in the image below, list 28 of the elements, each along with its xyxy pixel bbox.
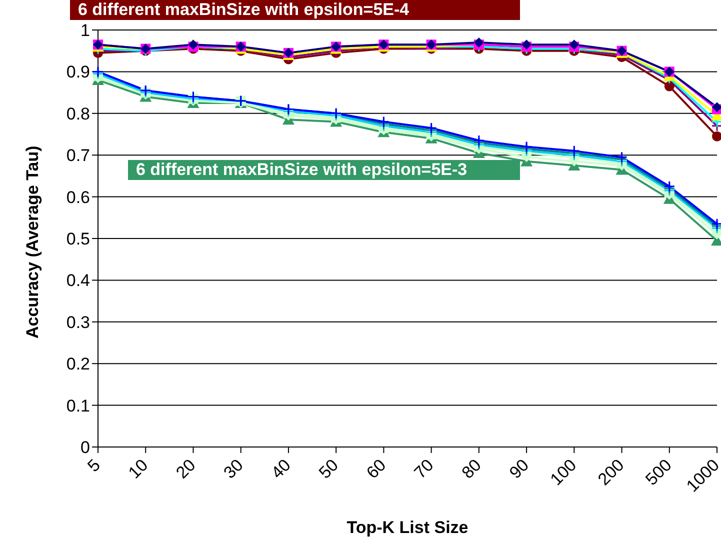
- y-tick-label: 0.7: [66, 146, 90, 166]
- x-tick-label: 50: [315, 456, 342, 482]
- y-tick-label: 0.5: [66, 230, 90, 249]
- x-tick-label: 100: [546, 456, 580, 490]
- y-tick-label: 0: [80, 438, 90, 458]
- x-tick-label: 500: [642, 456, 676, 490]
- y-axis-title: Accuracy (Average Tau): [23, 146, 42, 338]
- y-tick-label: 1: [80, 21, 90, 40]
- y-tick-label: 0.2: [66, 354, 90, 374]
- y-tick-label: 0.3: [66, 312, 90, 332]
- x-tick-label: 40: [268, 456, 294, 482]
- annotation: 6 different maxBinSize with epsilon=5E-3: [136, 160, 468, 180]
- x-tick-label: 200: [594, 456, 628, 490]
- y-tick-label: 0.4: [66, 271, 90, 290]
- x-tick-label: 80: [458, 456, 485, 482]
- x-tick-label: 60: [362, 456, 390, 482]
- x-axis-title: Top-K List Size: [346, 518, 468, 537]
- y-tick-label: 0.9: [66, 62, 90, 82]
- x-tick-label: 90: [506, 456, 533, 482]
- x-tick-label: 30: [220, 456, 247, 482]
- text: 6 different maxBinSize with epsilon=5E-4: [78, 0, 410, 20]
- x-tick-label: 5: [84, 456, 104, 476]
- y-tick-label: 0.6: [66, 188, 90, 207]
- y-tick-label: 0.1: [66, 396, 90, 416]
- y-tick-label: 0.8: [66, 104, 90, 124]
- x-tick-label: 10: [124, 456, 152, 482]
- x-tick-label: 70: [410, 456, 438, 482]
- x-tick-label: 20: [172, 456, 200, 482]
